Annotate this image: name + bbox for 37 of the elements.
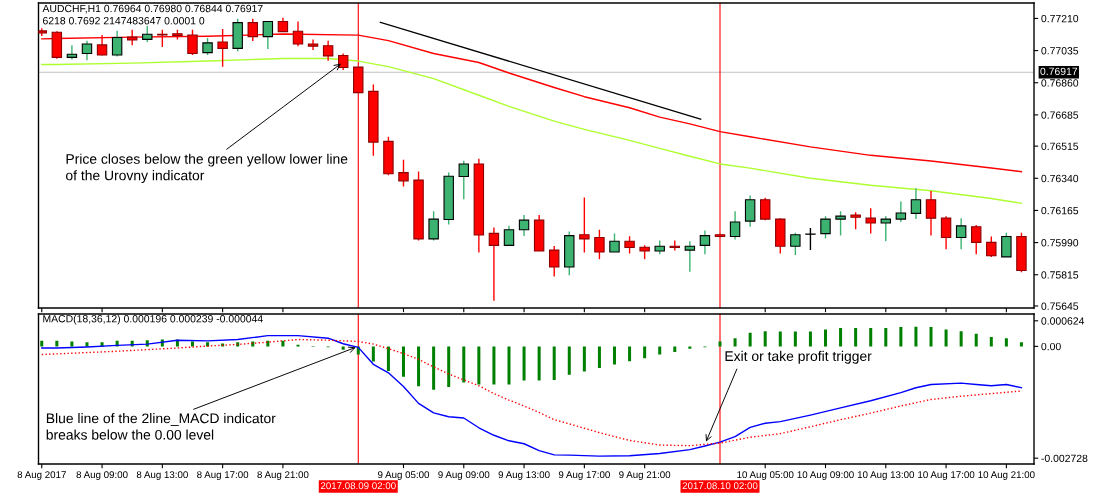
annotation: Exit or take profit trigger [725, 350, 872, 364]
ref-line-label: 2017.08.09 02:00 [320, 482, 396, 490]
y-tick-label: 0.76340 [1041, 174, 1079, 183]
x-tick-label: 10 Aug 09:00 [797, 471, 854, 481]
annotation: Price closes below the green yellow lower line of the Urovny indicator [66, 153, 348, 184]
y-tick-label: 0.76515 [1041, 142, 1079, 151]
y-tick-label: 0.76165 [1041, 206, 1079, 215]
y-tick-label: -0.002728 [1041, 454, 1088, 463]
x-tick-label: 9 Aug 13:00 [498, 471, 550, 481]
y-tick-label: 0.76860 [1041, 79, 1079, 87]
x-tick-label: 10 Aug 05:00 [737, 471, 794, 481]
y-tick-label: 0.75645 [1041, 302, 1079, 310]
x-tick-label: 8 Aug 2017 [17, 471, 66, 481]
x-tick-label: 9 Aug 09:00 [438, 471, 490, 481]
x-tick-label: 9 Aug 05:00 [378, 471, 430, 481]
y-tick-label: 0.76685 [1041, 111, 1079, 119]
y-tick-label: 0.75990 [1041, 239, 1079, 247]
annotation: Blue line of the 2line_MACD indicator breaks below the 0.00 level [46, 413, 276, 440]
x-tick-label: 9 Aug 17:00 [558, 471, 610, 481]
ref-line-label: 2017.08.10 02:00 [682, 482, 758, 490]
chart-title: AUDCHF,H1 0.76964 0.76980 0.76844 0.76917 [42, 4, 263, 14]
x-tick-label: 10 Aug 21:00 [978, 471, 1035, 481]
ref-line-label: 0.76917 [1040, 67, 1078, 76]
y-tick-label: 0.77035 [1041, 47, 1079, 55]
y-tick-label: 0.75815 [1041, 271, 1079, 279]
x-tick-label: 8 Aug 09:00 [76, 471, 128, 481]
chart-title: MACD(18,36,12) 0.000196 0.000239 -0.000044 [43, 314, 263, 325]
x-tick-label: 10 Aug 17:00 [918, 471, 975, 481]
y-tick-label: 0.000624 [1041, 317, 1085, 325]
x-tick-label: 10 Aug 13:00 [857, 471, 915, 481]
text: 6218 0.7692 2147483647 0.0001 0 [43, 17, 205, 25]
x-tick-label: 8 Aug 13:00 [136, 471, 188, 481]
x-tick-label: 9 Aug 21:00 [619, 471, 671, 481]
x-tick-label: 8 Aug 17:00 [197, 471, 249, 481]
x-tick-label: 8 Aug 21:00 [257, 471, 309, 481]
y-tick-label: 0.77210 [1041, 14, 1079, 23]
y-tick-label: 0.00 [1041, 342, 1061, 351]
